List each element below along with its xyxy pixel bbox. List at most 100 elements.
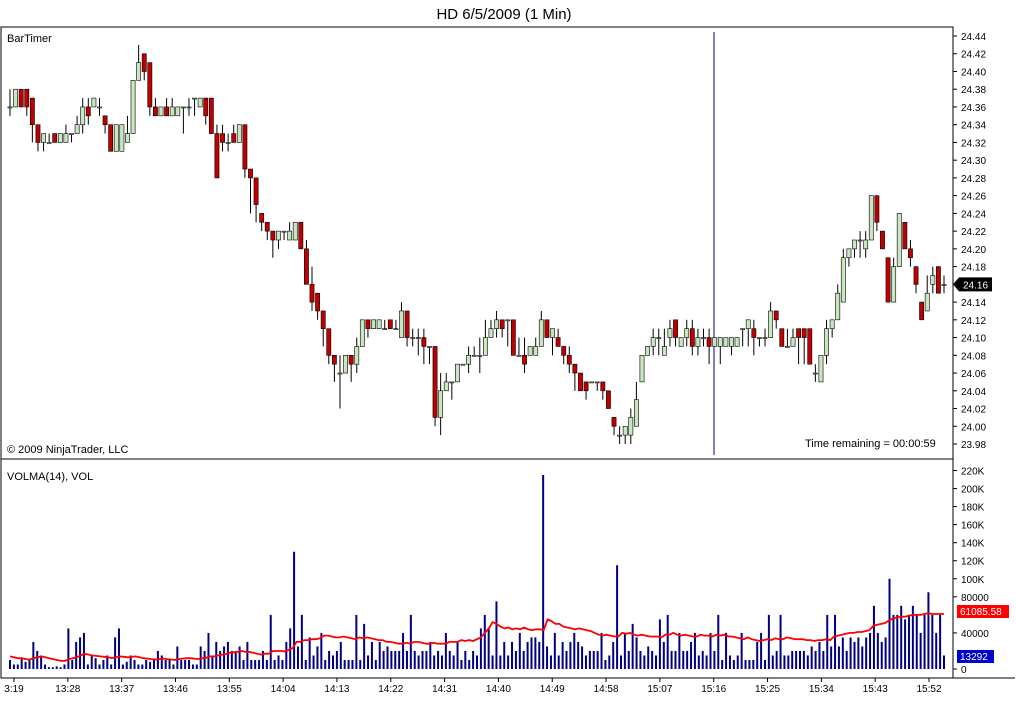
candle [924,275,930,312]
candle [712,337,718,347]
candle-body-up [236,124,242,143]
candle-body-up [197,97,203,108]
candle [527,346,533,356]
candle [533,337,539,356]
candle [304,240,309,285]
candle [432,346,438,427]
candle [119,124,125,152]
candle-body-up [477,355,483,357]
time-tick-label: 14:58 [594,684,619,695]
price-tick-label: 24.36 [961,103,986,114]
candle [125,115,130,143]
candle [499,319,505,338]
candle-body-up [684,328,690,338]
candle [46,133,52,144]
candle-body-down [919,301,925,321]
candle-body-up [661,346,667,356]
candle-body-up [97,106,102,109]
candle-body-down [801,328,807,338]
candle [410,328,416,347]
candle-body-down [24,88,30,108]
candle-body-up [868,195,874,241]
time-axis: 3:19 13:28 13:37 13:46 13:55 14:04 14:13 14:22 1… [4,678,942,695]
candle-body-up [790,337,796,347]
candle [292,221,298,241]
price-tick-label: 24.42 [961,50,986,61]
candle-body-down [220,133,225,143]
volume-tick-label: 220K [961,467,985,478]
candle-body-down [387,319,393,329]
candle [566,346,572,374]
candle [315,292,321,320]
candle-body-down [315,292,321,312]
candle [63,124,69,143]
candle-body-down [52,133,58,143]
candle-body-up [74,124,80,134]
candle-body-down [572,363,578,374]
candle-body-down [270,230,276,241]
candle-body-up [376,319,382,329]
candle-body-up [449,381,455,384]
price-tick-label: 24.08 [961,351,986,362]
candle [852,239,857,258]
candle [818,355,824,383]
price-tick-label: 24.34 [961,121,986,132]
candle-body-down [706,337,712,347]
candle [863,231,869,258]
candle-body-up [175,106,181,117]
candle-body-up [505,319,511,322]
candle [555,328,561,347]
candle-body-down [751,328,757,338]
candle-body-down [208,97,214,134]
candle-body-down [141,53,147,72]
candle-body-down [108,124,114,152]
candlestick-series [7,44,947,444]
candle-body-down [522,355,527,365]
candle-body-down [404,310,410,338]
candle [583,381,589,400]
volume-tick-label: 80000 [961,593,989,604]
candle-body-up [63,133,69,143]
candle-body-up [371,319,376,329]
candle [443,373,449,392]
price-tick-label: 24.12 [961,316,986,327]
candle-body-up [225,142,231,144]
candle [891,257,897,303]
candle [57,133,63,143]
candle-body-down [874,195,880,223]
candle [896,213,902,267]
candle [264,221,270,240]
volume-tick-label: 120K [961,557,985,568]
candle-body-down [779,328,785,347]
price-tick-label: 24.06 [961,369,986,380]
volume-tick-label: 200K [961,485,985,496]
candle-body-down [555,337,561,347]
candle [309,266,315,311]
time-tick-label: 14:13 [324,684,349,695]
candle [656,328,662,356]
candle [785,328,790,348]
candle-body-up [130,80,136,134]
candle-body-down [807,328,813,365]
candle [382,319,388,330]
time-tick-label: 14:40 [486,684,511,695]
candle [52,133,58,143]
candle-body-down [35,124,41,143]
candle [773,310,779,329]
candle-body-up [729,337,734,347]
candle [874,195,880,232]
candle [113,124,119,152]
candle-body-down [259,213,265,223]
candle-body-up [645,346,650,356]
candle [796,328,801,365]
candle-body-down [561,346,567,356]
candle [510,319,516,356]
candle-body-down [606,390,611,409]
candle [572,363,578,391]
candle-body-up [438,390,444,418]
candle-body-down [908,248,913,259]
candle [902,221,908,250]
candle-body-up [516,355,522,357]
chart-title: HD 6/5/2009 (1 Min) [436,6,571,23]
candle [477,337,483,374]
